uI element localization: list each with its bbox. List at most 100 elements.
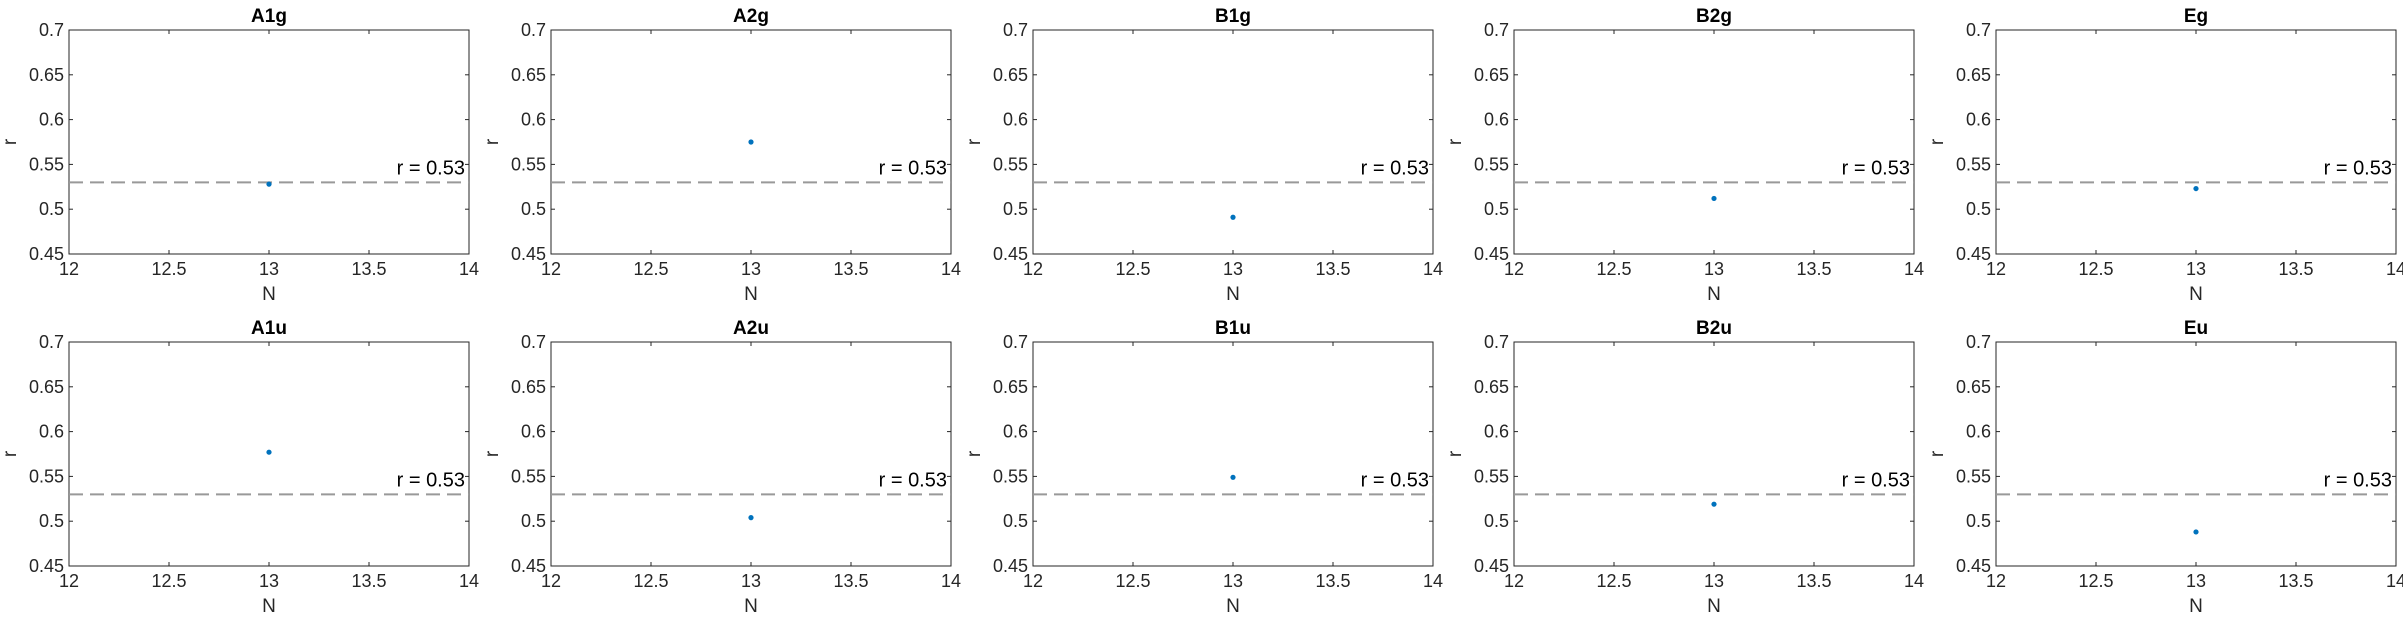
x-tick-label: 14 [1423, 571, 1443, 591]
data-point [1230, 474, 1236, 480]
y-tick-label: 0.5 [1003, 511, 1028, 531]
reference-line-label: r = 0.53 [1842, 469, 1910, 491]
x-tick-label: 12.5 [1115, 259, 1150, 279]
y-tick-label: 0.65 [1956, 377, 1991, 397]
y-tick-label: 0.6 [39, 422, 64, 442]
x-tick-label: 12.5 [2078, 571, 2113, 591]
chart-title: B1g [1215, 6, 1251, 27]
x-tick-label: 12.5 [2078, 259, 2113, 279]
reference-line-label: r = 0.53 [397, 469, 465, 491]
y-tick-label: 0.5 [39, 511, 64, 531]
x-tick-label: 13.5 [1796, 571, 1831, 591]
y-tick-label: 0.5 [1966, 511, 1991, 531]
y-axis-label: r [482, 450, 503, 457]
y-axis-label: r [1445, 450, 1466, 457]
y-tick-label: 0.6 [1003, 110, 1028, 130]
y-tick-label: 0.5 [1003, 199, 1028, 219]
x-tick-label: 14 [1904, 571, 1924, 591]
y-tick-label: 0.5 [521, 511, 546, 531]
y-tick-label: 0.5 [39, 199, 64, 219]
chart-title: B2g [1696, 6, 1732, 27]
x-tick-label: 12.5 [633, 571, 668, 591]
y-tick-label: 0.7 [1484, 20, 1509, 40]
x-tick-label: 13.5 [2278, 259, 2313, 279]
chart-panel-a1u: A1u 12 12.5 13 13.5 14 0.45 0.5 0.55 0.6 0.65 0.7 Nr… [0, 318, 479, 617]
y-tick-label: 0.45 [29, 244, 64, 264]
x-tick-label: 14 [2386, 571, 2403, 591]
y-tick-label: 0.45 [1956, 244, 1991, 264]
y-tick-label: 0.7 [1966, 20, 1991, 40]
x-tick-label: 14 [941, 571, 961, 591]
y-tick-label: 0.5 [521, 199, 546, 219]
x-tick-label: 13 [741, 571, 761, 591]
chart-title: A1g [251, 6, 287, 27]
x-tick-label: 13.5 [351, 259, 386, 279]
y-tick-label: 0.7 [521, 332, 546, 352]
data-point [2193, 529, 2199, 535]
axes-frame [1032, 29, 1434, 255]
x-axis-label: N [2189, 596, 2203, 617]
chart-panel-b1u: B1u 12 12.5 13 13.5 14 0.45 0.5 0.55 0.6 0.65 0.7 Nr… [964, 318, 1443, 617]
y-tick-label: 0.6 [521, 422, 546, 442]
x-tick-label: 12 [1023, 571, 1043, 591]
y-tick-label: 0.6 [39, 110, 64, 130]
data-point [266, 449, 272, 455]
y-tick-label: 0.55 [1474, 466, 1509, 486]
data-point [1711, 195, 1717, 202]
x-tick-label: 13.5 [2278, 571, 2313, 591]
y-tick-label: 0.7 [1003, 20, 1028, 40]
y-tick-label: 0.7 [521, 20, 546, 40]
y-tick-label: 0.6 [1966, 110, 1991, 130]
data-point [748, 139, 754, 145]
x-tick-label: 13 [1704, 571, 1724, 591]
y-tick-label: 0.7 [1966, 332, 1991, 352]
y-tick-label: 0.65 [29, 377, 64, 397]
chart-panel-b2g: B2g 12 12.5 13 13.5 14 0.45 0.5 0.55 0.6 0.65 0.7 Nr… [1445, 6, 1924, 305]
axes-frame [1032, 341, 1434, 567]
y-tick-label: 0.65 [511, 65, 546, 85]
chart-panel-a2g: A2g 12 12.5 13 13.5 14 0.45 0.5 0.55 0.6 0.65 0.7 Nr… [482, 6, 961, 305]
x-tick-label: 12 [541, 571, 561, 591]
reference-line-label: r = 0.53 [1361, 469, 1429, 491]
x-tick-label: 13.5 [1796, 259, 1831, 279]
chart-title: A2g [733, 6, 769, 27]
y-tick-label: 0.45 [993, 244, 1028, 264]
y-tick-label: 0.55 [1956, 154, 1991, 174]
chart-panel-b1g: B1g 12 12.5 13 13.5 14 0.45 0.5 0.55 0.6 0.65 0.7 Nr… [964, 6, 1443, 305]
x-tick-label: 13 [1223, 259, 1243, 279]
x-axis-label: N [744, 596, 758, 617]
y-tick-label: 0.7 [39, 332, 64, 352]
x-tick-label: 12.5 [1115, 571, 1150, 591]
y-tick-label: 0.7 [1003, 332, 1028, 352]
x-tick-label: 12 [1504, 259, 1524, 279]
y-tick-label: 0.7 [1484, 332, 1509, 352]
y-tick-label: 0.6 [1484, 422, 1509, 442]
y-tick-label: 0.45 [29, 556, 64, 576]
reference-line-label: r = 0.53 [1361, 157, 1429, 179]
data-point [1230, 214, 1236, 220]
chart-panel-eu: Eu 12 12.5 13 13.5 14 0.45 0.5 0.55 0.6 0.65 0.7 Nr r… [1927, 318, 2403, 617]
y-tick-label: 0.45 [511, 556, 546, 576]
x-tick-label: 12 [59, 571, 79, 591]
data-point [2193, 185, 2199, 192]
x-tick-label: 13.5 [833, 571, 868, 591]
x-tick-label: 14 [941, 259, 961, 279]
chart-title: Eg [2184, 6, 2208, 27]
y-tick-label: 0.6 [1484, 110, 1509, 130]
x-tick-label: 12.5 [1596, 571, 1631, 591]
x-tick-label: 12.5 [151, 571, 186, 591]
x-tick-label: 14 [1423, 259, 1443, 279]
x-tick-label: 13 [2186, 571, 2206, 591]
y-tick-label: 0.65 [511, 377, 546, 397]
data-point [748, 515, 754, 521]
y-tick-label: 0.65 [1474, 377, 1509, 397]
y-tick-label: 0.55 [29, 466, 64, 486]
x-tick-label: 14 [459, 259, 479, 279]
y-tick-label: 0.45 [1474, 556, 1509, 576]
x-axis-label: N [2189, 284, 2203, 305]
y-tick-label: 0.6 [521, 110, 546, 130]
y-axis-label: r [1927, 138, 1948, 145]
y-tick-label: 0.45 [511, 244, 546, 264]
axes-frame [1995, 29, 2397, 255]
y-tick-label: 0.5 [1966, 199, 1991, 219]
